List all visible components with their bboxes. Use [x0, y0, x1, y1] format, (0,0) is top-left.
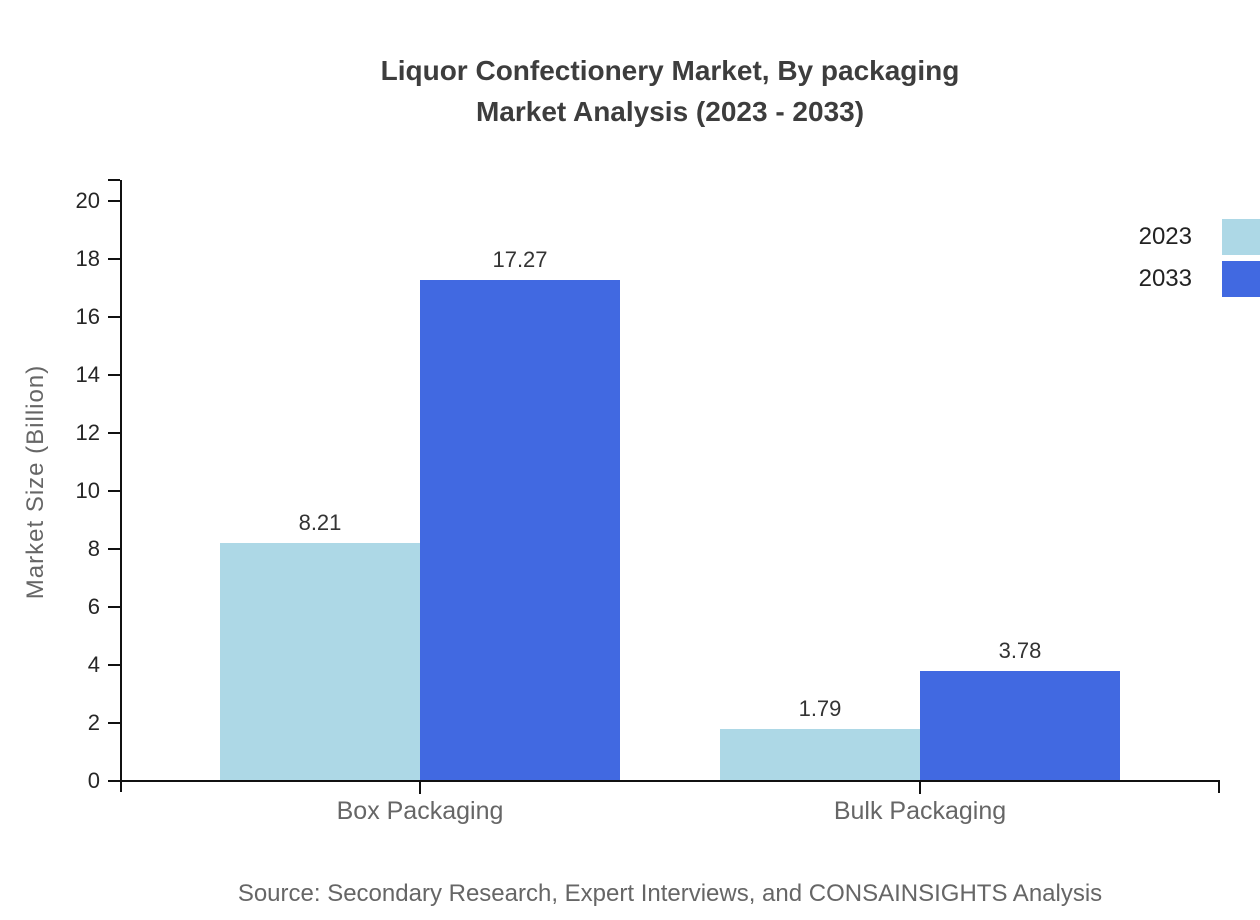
y-axis-tick: [108, 722, 120, 724]
y-axis-tick: [108, 258, 120, 260]
y-axis-end-cap: [108, 179, 120, 181]
y-tick-label: 10: [75, 478, 100, 503]
bar-value-label: 8.21: [298, 510, 342, 535]
y-axis-tick: [108, 432, 120, 434]
y-axis-tick: [108, 374, 120, 376]
y-axis-tick: [108, 548, 120, 550]
y-tick-label: 16: [75, 304, 100, 329]
legend: 2023 2033: [1139, 219, 1260, 303]
category-label: Bulk Packaging: [833, 797, 1007, 825]
bar-value-label: 3.78: [998, 638, 1042, 663]
legend-item-2033: 2033: [1139, 261, 1260, 297]
y-tick-label: 14: [75, 362, 100, 387]
chart-title: Liquor Confectionery Market, By packagin…: [80, 50, 1260, 132]
y-tick-label: 20: [75, 188, 100, 213]
bar-2033-bulk-packaging: [920, 671, 1120, 781]
chart-title-line1: Liquor Confectionery Market, By packagin…: [380, 55, 960, 86]
y-axis-tick: [108, 664, 120, 666]
x-axis-end-cap: [1218, 780, 1220, 793]
bar-2033-box-packaging: [420, 280, 620, 781]
y-tick-label: 8: [87, 536, 100, 561]
y-tick-label: 0: [87, 768, 100, 793]
bar-value-label: 1.79: [798, 696, 842, 721]
category-label: Box Packaging: [336, 797, 504, 825]
y-tick-label: 12: [75, 420, 100, 445]
y-axis-tick: [108, 606, 120, 608]
legend-item-2023: 2023: [1139, 219, 1260, 255]
legend-label-2023: 2023: [1138, 223, 1192, 250]
category-tick: [419, 781, 421, 794]
y-tick-label: 18: [75, 246, 100, 271]
y-axis-tick: [108, 490, 120, 492]
legend-label-2033: 2033: [1138, 265, 1192, 292]
legend-swatch-2033: [1222, 261, 1260, 297]
x-axis-spine: [108, 780, 1220, 782]
category-tick: [919, 781, 921, 794]
source-note: Source: Secondary Research, Expert Inter…: [237, 880, 1103, 907]
y-axis-tick: [108, 200, 120, 202]
chart-title-line2: Market Analysis (2023 - 2033): [475, 96, 865, 127]
bar-2023-bulk-packaging: [720, 729, 920, 781]
bar-2023-box-packaging: [220, 543, 420, 781]
y-tick-label: 2: [87, 710, 100, 735]
y-axis-spine: [120, 180, 122, 792]
y-axis-tick: [108, 316, 120, 318]
y-tick-label: 4: [87, 652, 100, 677]
y-tick-label: 6: [87, 594, 100, 619]
legend-swatch-2023: [1222, 219, 1260, 255]
bar-value-label: 17.27: [492, 247, 548, 272]
